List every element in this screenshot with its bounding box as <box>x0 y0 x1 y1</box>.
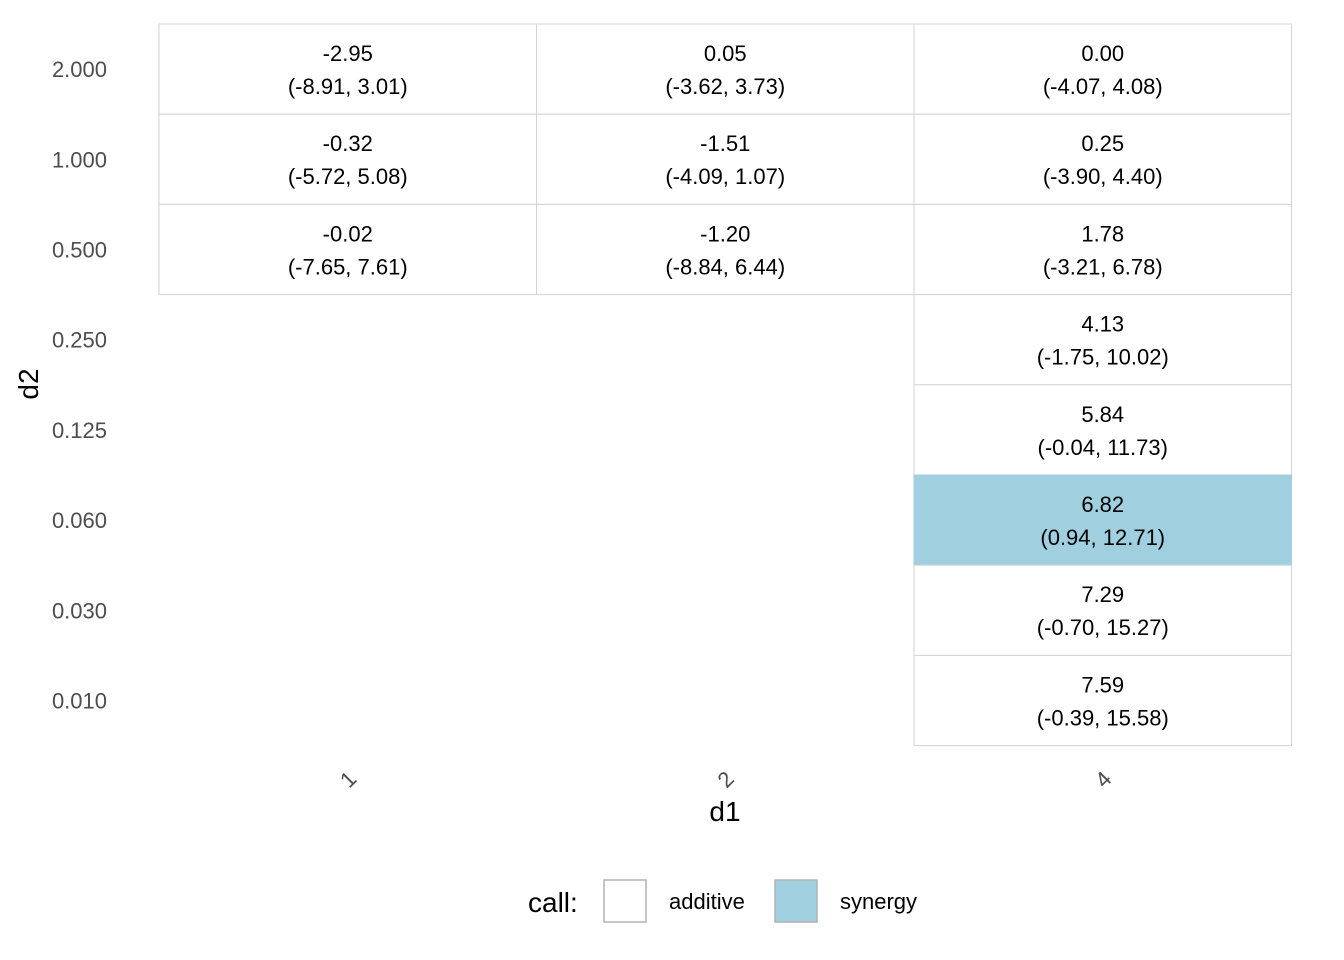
heatmap-cell-rect <box>913 294 1292 386</box>
y-tick-label: 0.030 <box>52 598 107 623</box>
cell-value-label: -0.02 <box>323 221 373 246</box>
heatmap-cell: 7.29 (-0.70, 15.27) <box>913 564 1292 656</box>
cell-value-label: 0.05 <box>704 41 747 66</box>
cells-layer: -2.95 (-8.91, 3.01) 0.05 (-3.62, 3.73) 0.00 (… <box>158 23 1292 747</box>
legend-key-additive <box>603 879 647 923</box>
cell-value-label: -1.51 <box>700 131 750 156</box>
x-axis-title: d1 <box>709 796 740 827</box>
cell-ci-label: (-8.91, 3.01) <box>288 74 408 99</box>
legend-label-additive: additive <box>669 889 745 914</box>
x-tick-label: 4 <box>1090 766 1116 792</box>
cell-ci-label: (-0.70, 15.27) <box>1037 615 1169 640</box>
cell-value-label: -0.32 <box>323 131 373 156</box>
heatmap-cell-rect <box>913 654 1292 747</box>
x-axis-ticks: 1 2 4 <box>335 766 1116 792</box>
legend: call: additive synergy <box>528 879 917 923</box>
cell-ci-label: (-1.75, 10.02) <box>1037 345 1169 370</box>
cell-ci-label: (-7.65, 7.61) <box>288 254 408 279</box>
cell-value-label: 1.78 <box>1081 221 1124 246</box>
legend-label-synergy: synergy <box>840 889 917 914</box>
legend-key-synergy <box>774 879 818 923</box>
heatmap-cell: -2.95 (-8.91, 3.01) <box>158 23 537 115</box>
heatmap-cell-rect <box>913 384 1292 476</box>
heatmap-cell-rect <box>536 113 915 205</box>
y-tick-label: 0.500 <box>52 238 107 263</box>
heatmap-cell: 6.82 (0.94, 12.71) <box>913 474 1292 566</box>
heatmap-cell: 7.59 (-0.39, 15.58) <box>913 654 1292 747</box>
cell-ci-label: (-4.07, 4.08) <box>1043 74 1163 99</box>
heatmap-cell: 0.25 (-3.90, 4.40) <box>913 113 1292 205</box>
cell-value-label: -1.20 <box>700 221 750 246</box>
heatmap-cell-rect <box>913 564 1292 656</box>
x-tick-label: 1 <box>335 766 361 792</box>
cell-ci-label: (-8.84, 6.44) <box>665 254 785 279</box>
y-axis-title: d2 <box>13 368 44 399</box>
y-tick-label: 0.010 <box>52 689 107 714</box>
heatmap-cell-rect <box>536 23 915 115</box>
heatmap-cell: -0.32 (-5.72, 5.08) <box>158 113 537 205</box>
cell-ci-label: (-5.72, 5.08) <box>288 164 408 189</box>
heatmap-cell: 1.78 (-3.21, 6.78) <box>913 203 1292 296</box>
cell-ci-label: (-0.39, 15.58) <box>1037 705 1169 730</box>
heatmap-cell: -0.02 (-7.65, 7.61) <box>158 203 537 296</box>
cell-ci-label: (-3.62, 3.73) <box>665 74 785 99</box>
cell-ci-label: (0.94, 12.71) <box>1040 525 1165 550</box>
cell-ci-label: (-4.09, 1.07) <box>665 164 785 189</box>
heatmap-cell: 0.05 (-3.62, 3.73) <box>536 23 915 115</box>
heatmap-cell-rect <box>913 203 1292 296</box>
heatmap-cell-rect <box>158 203 537 296</box>
heatmap-cell-rect <box>913 23 1292 115</box>
y-tick-label: 1.000 <box>52 147 107 172</box>
cell-value-label: 0.00 <box>1081 41 1124 66</box>
cell-value-label: 0.25 <box>1081 131 1124 156</box>
heatmap-cell-rect <box>913 474 1292 566</box>
cell-value-label: 7.29 <box>1081 582 1124 607</box>
y-tick-label: 0.125 <box>52 418 107 443</box>
cell-value-label: 6.82 <box>1081 492 1124 517</box>
cell-ci-label: (-3.21, 6.78) <box>1043 254 1163 279</box>
legend-title: call: <box>528 887 578 918</box>
cell-value-label: 7.59 <box>1081 672 1124 697</box>
cell-ci-label: (-3.90, 4.40) <box>1043 164 1163 189</box>
heatmap-cell-rect <box>913 113 1292 205</box>
heatmap-cell-rect <box>158 23 537 115</box>
y-axis-ticks: 2.000 1.000 0.500 0.250 0.125 0.060 0.030 0.010 <box>52 57 107 713</box>
cell-ci-label: (-0.04, 11.73) <box>1038 435 1168 460</box>
heatmap-cell-rect <box>536 203 915 296</box>
y-tick-label: 2.000 <box>52 57 107 82</box>
x-tick-label: 2 <box>712 766 738 792</box>
y-tick-label: 0.060 <box>52 508 107 533</box>
heatmap-cell: -1.20 (-8.84, 6.44) <box>536 203 915 296</box>
heatmap-cell: 0.00 (-4.07, 4.08) <box>913 23 1292 115</box>
heatmap-cell: -1.51 (-4.09, 1.07) <box>536 113 915 205</box>
cell-value-label: 5.84 <box>1081 402 1124 427</box>
cell-value-label: -2.95 <box>323 41 373 66</box>
cell-value-label: 4.13 <box>1081 312 1124 337</box>
heatmap-cell: 4.13 (-1.75, 10.02) <box>913 294 1292 386</box>
heatmap-cell: 5.84 (-0.04, 11.73) <box>913 384 1292 476</box>
y-tick-label: 0.250 <box>52 328 107 353</box>
heatmap-cell-rect <box>158 113 537 205</box>
